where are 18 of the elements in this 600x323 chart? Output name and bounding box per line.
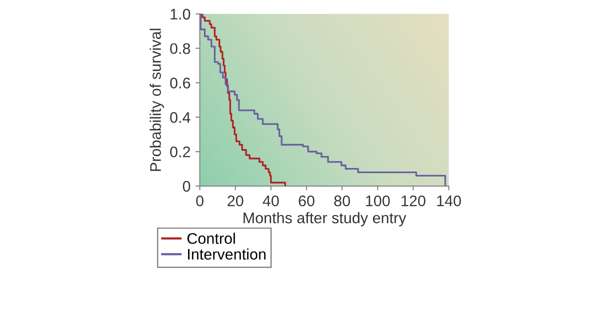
y-tick-label: 0.2 bbox=[170, 146, 190, 158]
y-tick-label: 1.0 bbox=[170, 8, 190, 20]
legend-label: Intervention bbox=[188, 248, 266, 260]
y-tick-label: 0.6 bbox=[170, 78, 190, 88]
x-tick-label: 80 bbox=[334, 195, 350, 206]
y-tick-label: 0.8 bbox=[170, 43, 190, 54]
x-tick-label: 120 bbox=[402, 195, 426, 206]
x-tick-label: 20 bbox=[228, 195, 244, 206]
x-axis-title: Months after study entry bbox=[244, 212, 406, 226]
x-tick-label: 0 bbox=[196, 195, 204, 206]
x-tick-label: 140 bbox=[437, 195, 461, 206]
legend-label: Control bbox=[187, 232, 235, 244]
y-tick-label: 0 bbox=[182, 180, 190, 192]
x-tick-label: 100 bbox=[366, 195, 390, 206]
x-tick-label: 60 bbox=[298, 195, 314, 206]
y-axis-title: Probability of survival bbox=[150, 28, 164, 171]
x-tick-label: 40 bbox=[262, 195, 279, 206]
y-tick-label: 0.4 bbox=[170, 112, 190, 123]
